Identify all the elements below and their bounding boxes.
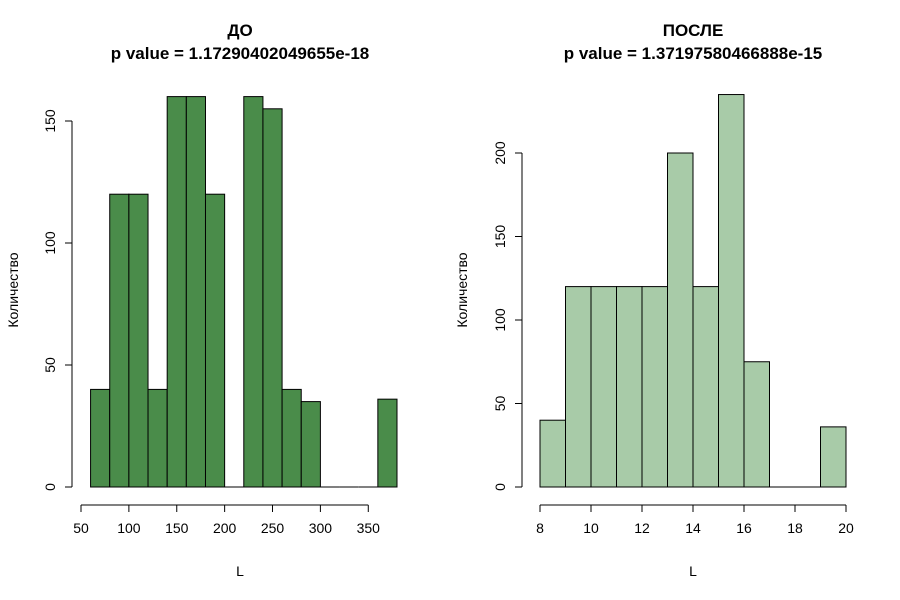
panel-after-y-axis: 0 50 100 150 200 (492, 141, 523, 491)
panel-after-y-tick-label: 0 (492, 483, 508, 491)
panel-before-title: ДО (227, 21, 252, 40)
panel-before-y-axis: 0 50 100 150 (42, 109, 73, 491)
panel-before-bar-5 (185, 96, 206, 488)
panel-after-x-tick-label: 8 (536, 520, 544, 536)
panel-before-bar-6 (204, 193, 226, 488)
panel-after-bar-2 (590, 286, 617, 488)
panel-after-y-axis-label: Количество (454, 252, 470, 327)
panel-after-bar-0 (539, 419, 566, 488)
panel-after-bar-5 (667, 152, 694, 488)
panel-before-bar-9 (262, 108, 283, 488)
panel-before-y-axis-label: Количество (5, 252, 21, 327)
panel-before-bar-10 (281, 388, 302, 488)
panel-before-y-tick-label: 0 (42, 483, 58, 491)
panel-after-bar-4 (641, 286, 668, 488)
panel-before-x-tick-label: 350 (357, 520, 381, 536)
panel-before-bar-0 (90, 388, 111, 488)
panel-before-bar-8 (243, 96, 264, 488)
panel-before-y-tick-label: 50 (42, 357, 58, 373)
panel-before-bars (90, 96, 398, 488)
panel-before-bar-2 (128, 193, 149, 488)
panel-after-bar-11 (820, 426, 847, 488)
panel-after-y-tick-label: 200 (492, 141, 508, 165)
panel-before-x-axis-label: L (236, 563, 244, 579)
panel-after-x-tick-label: 18 (787, 520, 803, 536)
panel-before-x-tick-label: 100 (117, 520, 141, 536)
panel-before-x-axis: 50 100 150 200 250 300 350 (73, 504, 381, 536)
panel-after-x-tick-label: 16 (736, 520, 752, 536)
panel-before-x-tick-label: 50 (73, 520, 89, 536)
panel-before-y-tick-label: 150 (42, 109, 58, 133)
panel-before-x-tick-label: 300 (309, 520, 333, 536)
panel-after-subtitle: p value = 1.37197580466888e-15 (564, 44, 823, 63)
panel-after-x-axis-label: L (689, 563, 697, 579)
panel-before-x-tick-label: 250 (261, 520, 285, 536)
panel-before-x-tick-label: 150 (165, 520, 189, 536)
panel-after-x-tick-label: 10 (583, 520, 599, 536)
panel-after: ПОСЛЕ p value = 1.37197580466888e-15 8 10… (454, 21, 854, 579)
panel-after-bar-8 (743, 361, 770, 488)
panel-after-x-tick-label: 12 (634, 520, 650, 536)
panel-after-x-tick-label: 14 (685, 520, 701, 536)
panel-after-y-tick-label: 100 (492, 308, 508, 332)
panel-before: ДО p value = 1.17290402049655e-18 50 100 1… (5, 21, 398, 579)
panel-after-y-tick-label: 150 (492, 225, 508, 249)
panel-before-bar-15 (377, 398, 398, 488)
panel-after-bar-7 (718, 94, 745, 488)
panel-before-bar-3 (147, 388, 168, 488)
panel-after-bars (539, 94, 847, 488)
panel-after-bar-6 (692, 286, 719, 488)
panel-after-x-tick-label: 20 (838, 520, 854, 536)
panel-after-x-axis: 8 10 12 14 16 18 20 (536, 504, 854, 536)
panel-after-bar-3 (616, 286, 643, 488)
panel-after-title: ПОСЛЕ (663, 21, 724, 40)
panel-before-bar-4 (166, 96, 187, 488)
panel-before-x-tick-label: 200 (213, 520, 237, 536)
panel-after-bar-1 (565, 286, 592, 488)
panel-before-subtitle: p value = 1.17290402049655e-18 (111, 44, 370, 63)
panel-before-bar-11 (300, 401, 321, 488)
panel-after-y-tick-label: 50 (492, 396, 508, 412)
panel-before-bar-1 (109, 193, 130, 488)
panel-before-y-tick-label: 100 (42, 231, 58, 255)
